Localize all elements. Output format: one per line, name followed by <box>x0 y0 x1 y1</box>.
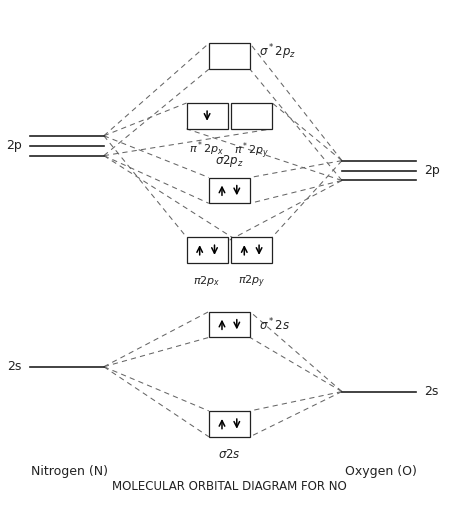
Text: $\pi 2p_x$: $\pi 2p_x$ <box>194 274 221 288</box>
Text: $\sigma^*2p_z$: $\sigma^*2p_z$ <box>259 42 296 62</box>
Bar <box>231 237 272 263</box>
Text: $\pi^*2p_x$: $\pi^*2p_x$ <box>189 140 225 159</box>
Bar <box>187 103 228 129</box>
Bar <box>209 411 250 437</box>
Text: 2p: 2p <box>6 139 22 152</box>
Bar <box>209 43 250 69</box>
Text: $\sigma^*2s$: $\sigma^*2s$ <box>259 316 290 333</box>
Text: Nitrogen (N): Nitrogen (N) <box>31 465 108 478</box>
Text: $\sigma 2s$: $\sigma 2s$ <box>218 448 241 461</box>
Text: Oxygen (O): Oxygen (O) <box>345 465 417 478</box>
Bar <box>209 177 250 204</box>
Text: $\sigma 2p_z$: $\sigma 2p_z$ <box>215 153 244 169</box>
Text: $\pi^*2p_y$: $\pi^*2p_y$ <box>234 140 269 161</box>
Text: MOLECULAR ORBITAL DIAGRAM FOR NO: MOLECULAR ORBITAL DIAGRAM FOR NO <box>112 480 347 493</box>
Text: 2s: 2s <box>424 385 439 398</box>
Bar <box>231 103 272 129</box>
Text: 2p: 2p <box>424 164 440 177</box>
Text: 2s: 2s <box>7 360 22 373</box>
Bar <box>209 312 250 337</box>
Text: $\pi 2p_y$: $\pi 2p_y$ <box>238 274 266 290</box>
Bar <box>187 237 228 263</box>
